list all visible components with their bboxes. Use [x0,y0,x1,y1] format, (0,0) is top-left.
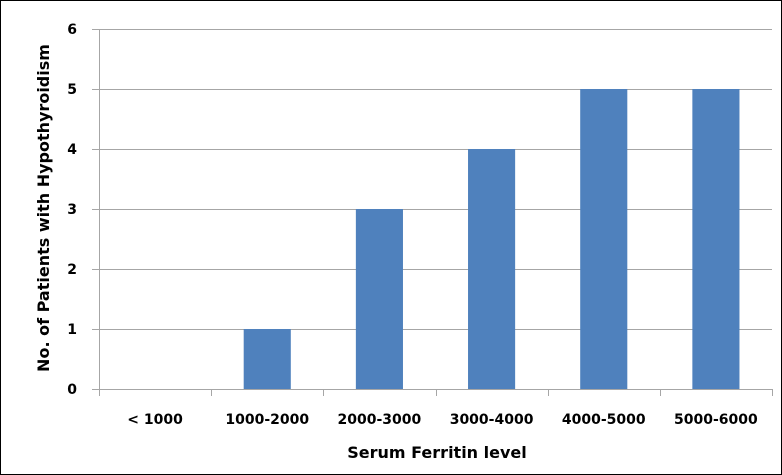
x-tick-label-1: 1000-2000 [225,412,309,428]
x-tick-label-4: 4000-5000 [562,412,646,428]
y-tick-label-4: 4 [67,142,77,158]
y-tick-label-5: 5 [67,82,77,98]
x-tick-labels: < 1000 1000-2000 2000-3000 3000-4000 4000-50… [127,412,758,428]
gridlines [92,29,772,390]
y-tick-label-6: 6 [67,22,77,38]
x-tick-label-2: 2000-3000 [338,412,422,428]
x-tick-label-3: 3000-4000 [450,412,534,428]
y-tick-label-3: 3 [67,202,77,218]
bar-4 [580,89,628,389]
bar-2 [355,209,403,389]
y-tick-labels: 0 1 2 3 4 5 6 [67,22,77,398]
bar-1 [243,329,291,389]
y-tick-label-2: 2 [67,262,77,278]
bars [243,89,740,389]
x-axis-ticks [99,389,773,396]
x-tick-label-5: 5000-6000 [674,412,758,428]
y-axis-title: No. of Patients with Hypothyroidism [34,44,53,372]
x-tick-label-0: < 1000 [127,412,183,428]
y-tick-label-1: 1 [67,322,77,338]
x-axis-title: Serum Ferritin level [347,443,527,462]
y-tick-label-0: 0 [67,382,77,398]
bar-3 [468,149,516,389]
bar-5 [692,89,740,389]
